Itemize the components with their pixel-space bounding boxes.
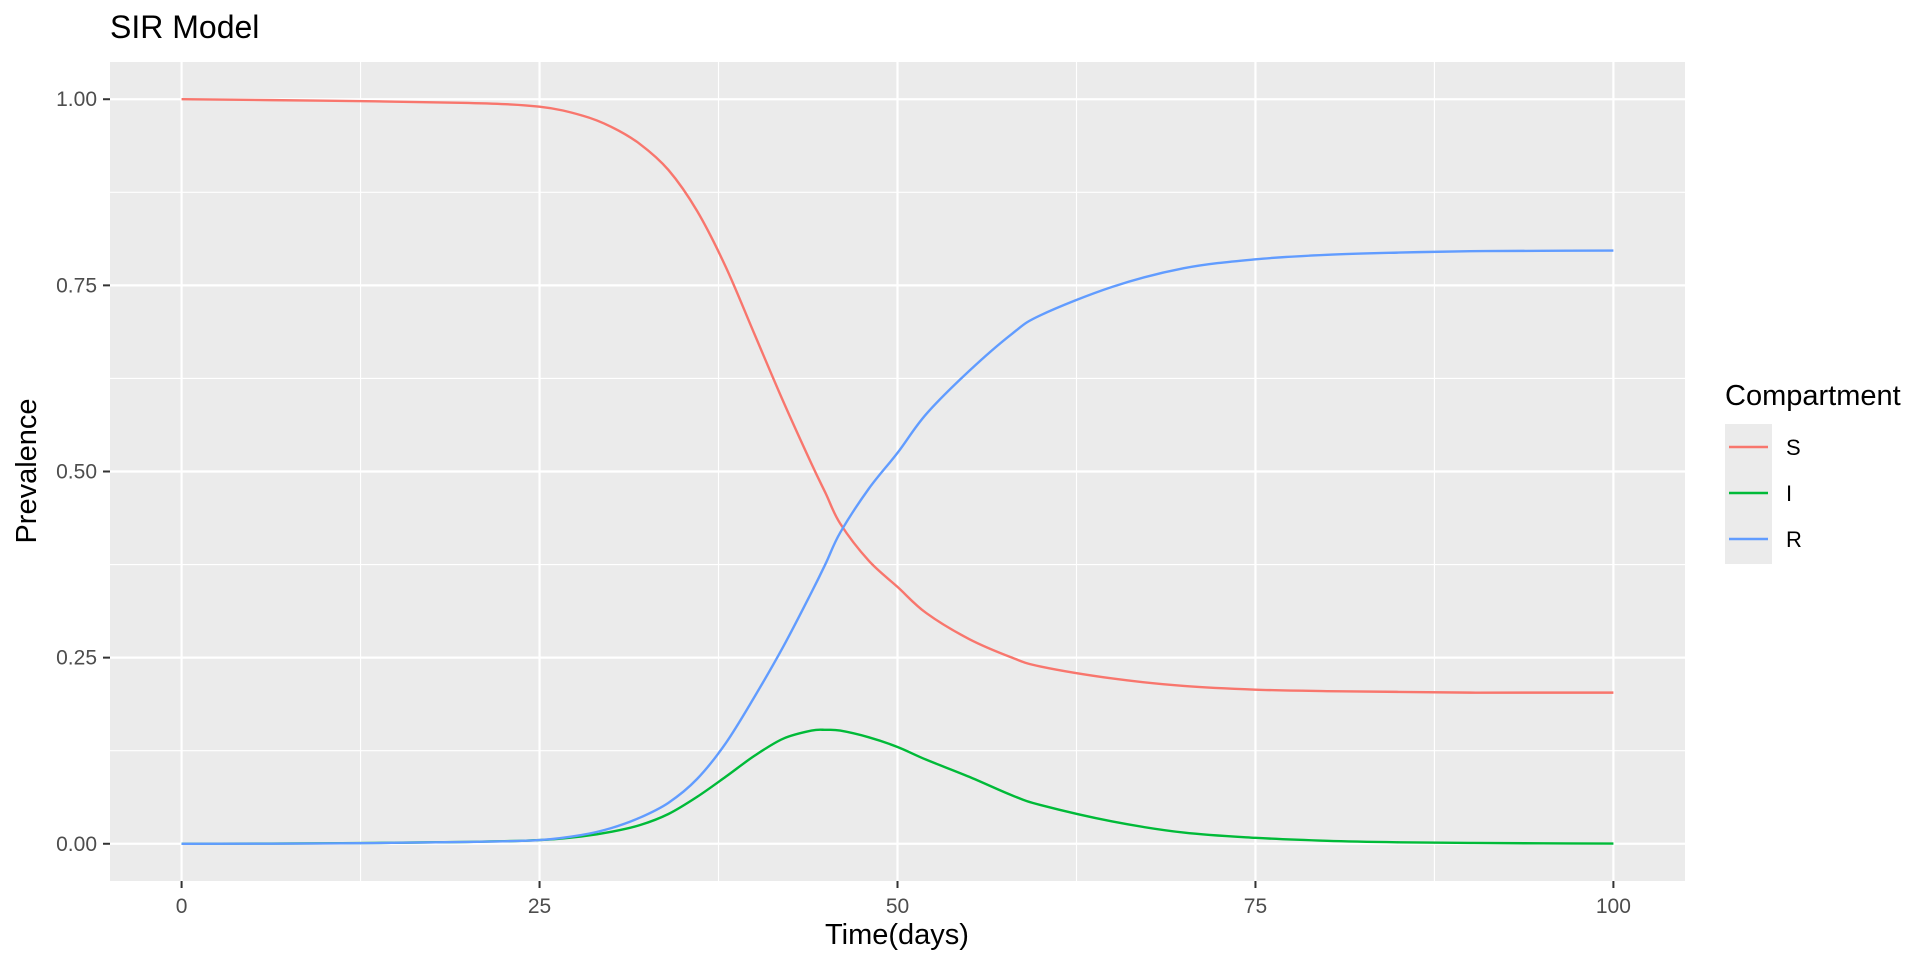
y-tick-label: 1.00 <box>56 88 97 111</box>
y-tick-label: 0.75 <box>56 274 97 297</box>
legend-label-i: I <box>1786 481 1792 506</box>
legend-label-r: R <box>1786 527 1802 552</box>
series-lines <box>181 98 1614 845</box>
y-tick-label: 0.00 <box>56 833 97 856</box>
series-line-i <box>181 728 1614 845</box>
series-line-r <box>181 249 1614 845</box>
x-tick-label: 100 <box>1596 895 1631 918</box>
legend-label-s: S <box>1786 435 1801 460</box>
legend-title: Compartment <box>1725 380 1901 412</box>
x-tick-label: 50 <box>886 895 909 918</box>
x-axis-title: Time(days) <box>825 919 969 951</box>
major-gridlines <box>110 62 1685 881</box>
legend: Compartment SIR <box>1725 380 1901 564</box>
x-tick-label: 75 <box>1244 895 1267 918</box>
x-tick-label: 0 <box>176 895 188 918</box>
series-line-s <box>181 98 1614 694</box>
x-axis-ticks: 0 25 50 75 100 <box>176 881 1631 918</box>
y-axis-ticks: 0.00 0.25 0.50 0.75 1.00 <box>56 88 110 856</box>
x-tick-label: 25 <box>528 895 551 918</box>
y-tick-label: 0.50 <box>56 461 97 484</box>
chart-title: SIR Model <box>110 9 259 45</box>
y-axis-title: Prevalence <box>11 398 43 543</box>
y-tick-label: 0.25 <box>56 647 97 670</box>
